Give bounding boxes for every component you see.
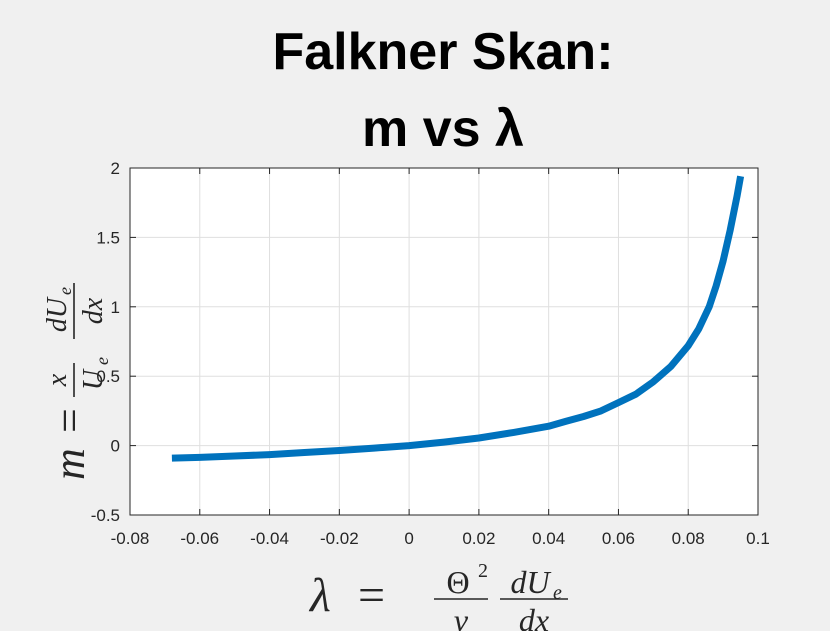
x-tick-labels: -0.08 -0.06 -0.04 -0.02 0 0.02 0.04 0.06 0.08 0.1 (111, 529, 770, 548)
y-tick-label: 1 (111, 298, 120, 317)
svg-text:ν: ν (454, 602, 469, 631)
svg-text:e: e (92, 357, 112, 365)
x-tick-label: -0.06 (180, 529, 219, 548)
chart-title-line-2: m vs λ (362, 100, 524, 158)
series-group (171, 175, 745, 462)
x-tick-label: -0.02 (320, 529, 359, 548)
svg-text:U: U (78, 368, 109, 390)
plot-frame (129, 167, 759, 516)
svg-text:=: = (358, 569, 385, 622)
series-line (171, 175, 745, 462)
svg-text:m: m (45, 448, 94, 480)
y-tick-label: 0 (111, 437, 120, 456)
svg-text:dx: dx (519, 602, 549, 631)
y-tick-label: -0.5 (91, 506, 120, 525)
x-tick-label: 0.1 (746, 529, 770, 548)
x-tick-label: 0.08 (672, 529, 705, 548)
y-axis-label: m = x U e dU e dx (42, 283, 112, 480)
svg-text:e: e (553, 582, 562, 604)
svg-text:Θ: Θ (446, 564, 469, 600)
x-tick-label: -0.08 (111, 529, 150, 548)
plot-area (130, 168, 758, 515)
x-axis-label: λ = Θ 2 ν dU e dx (308, 560, 568, 631)
chart-title-line-1: Falkner Skan: (272, 23, 613, 81)
y-tick-label: 2 (111, 159, 120, 178)
x-tick-label: -0.04 (250, 529, 289, 548)
ticks (129, 167, 759, 516)
svg-text:e: e (55, 287, 75, 295)
x-tick-label: 0 (404, 529, 413, 548)
y-tick-label: 1.5 (96, 228, 120, 247)
svg-text:=: = (45, 408, 94, 433)
y-tick-labels: -0.5 0 0.5 1 1.5 2 (91, 159, 120, 525)
x-tick-label: 0.04 (532, 529, 565, 548)
svg-text:2: 2 (478, 560, 488, 582)
x-tick-label: 0.06 (602, 529, 635, 548)
svg-text:dx: dx (78, 297, 109, 324)
svg-text:λ: λ (308, 569, 331, 622)
x-tick-label: 0.02 (462, 529, 495, 548)
svg-text:dU: dU (510, 564, 551, 600)
svg-text:dU: dU (42, 296, 73, 332)
svg-text:x: x (42, 373, 73, 387)
y-tick-label: 0.5 (96, 367, 120, 386)
